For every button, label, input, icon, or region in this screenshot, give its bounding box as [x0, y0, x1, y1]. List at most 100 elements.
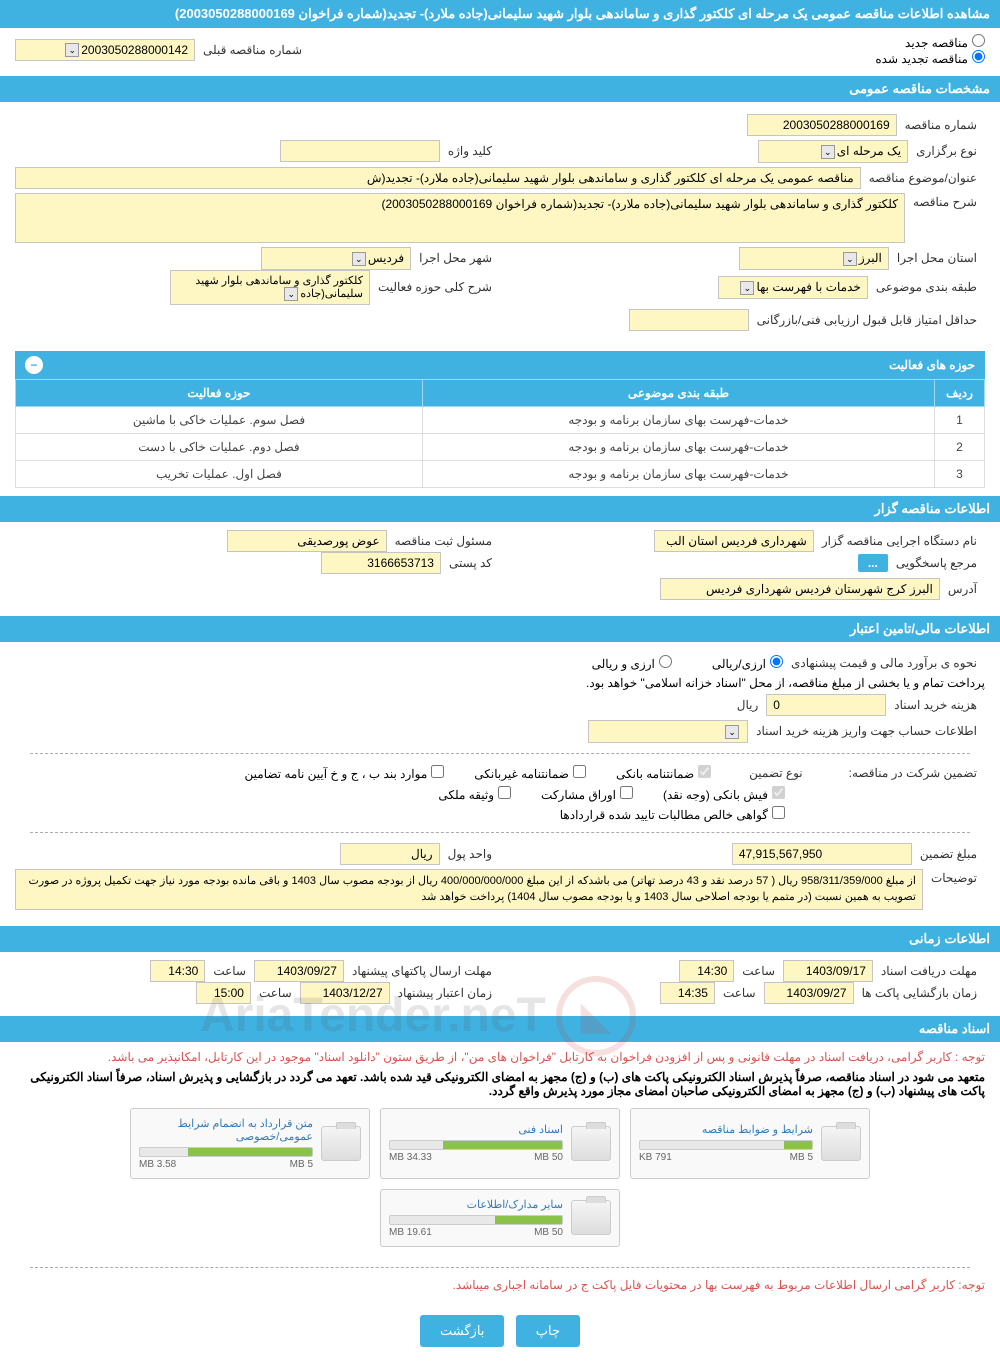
guarantee-type-label: نوع تضمین [741, 764, 810, 782]
postal-field: 3166653713 [321, 552, 441, 574]
receive-date: 1403/09/17 [783, 960, 873, 982]
activity-table: ردیف طبقه بندی موضوعی حوزه فعالیت 1خدمات… [15, 379, 985, 488]
radio-renewed[interactable]: مناقصه تجدید شده [875, 52, 985, 66]
cb-bank-guarantee[interactable]: ضمانتنامه بانکی [616, 765, 711, 781]
chevron-down-icon: ⌄ [284, 287, 298, 301]
file-used: 19.61 MB [389, 1227, 432, 1238]
scope-field[interactable]: کلکتور گذاری و ساماندهی بلوار شهید سلیما… [170, 270, 370, 305]
cb-property[interactable]: وثیقه ملکی [438, 786, 511, 802]
chevron-down-icon: ⌄ [740, 281, 754, 295]
progress-bar [139, 1147, 313, 1157]
receive-label: مهلت دریافت اسناد [873, 962, 985, 980]
payment-note: پرداخت تمام و یا بخشی از مبلغ مناقصه، از… [586, 676, 985, 690]
file-total: 5 MB [290, 1159, 313, 1170]
button-bar: چاپ بازگشت [0, 1300, 1000, 1362]
notes-field: از مبلغ 958/311/359/000 ریال ( 57 درصد ن… [15, 869, 923, 910]
documents-content: توجه : کاربر گرامی، دریافت اسناد در مهلت… [0, 1042, 1000, 1300]
collapse-icon[interactable]: − [25, 356, 43, 374]
back-button[interactable]: بازگشت [420, 1315, 504, 1347]
cb-nonbank[interactable]: ضمانتنامه غیربانکی [474, 765, 586, 781]
chevron-down-icon: ⌄ [352, 252, 366, 266]
radio-new[interactable]: مناقصه جدید [905, 36, 985, 50]
number-label: شماره مناقصه [897, 116, 985, 134]
section-timing: اطلاعات زمانی [0, 926, 1000, 952]
tender-mode-row: مناقصه جدید مناقصه تجدید شده شماره مناقص… [0, 28, 1000, 72]
postal-label: کد پستی [441, 554, 500, 572]
send-time: 14:30 [150, 960, 205, 982]
open-label: زمان بازگشایی پاکت ها [854, 984, 985, 1002]
desc-label: شرح مناقصه [905, 193, 985, 211]
file-total: 5 MB [790, 1152, 813, 1163]
title-label: عنوان/موضوع مناقصه [861, 169, 985, 187]
progress-bar [639, 1140, 813, 1150]
guarantee-amount-label: مبلغ تضمین [912, 845, 985, 863]
desc-field[interactable]: کلکتور گذاری و ساماندهی بلوار شهید سلیما… [15, 193, 905, 243]
open-time: 14:35 [660, 982, 715, 1004]
chevron-down-icon: ⌄ [843, 252, 857, 266]
validity-label: زمان اعتبار پیشنهاد [390, 984, 500, 1002]
send-date: 1403/09/27 [254, 960, 344, 982]
cb-participation[interactable]: اوراق مشارکت [541, 786, 633, 802]
holder-content: نام دستگاه اجرایی مناقصه گزار شهرداری فر… [0, 522, 1000, 612]
guarantee-amount-field: 47,915,567,950 [732, 843, 912, 865]
scope-label: شرح کلی حوزه فعالیت [370, 278, 500, 296]
org-label: نام دستگاه اجرایی مناقصه گزار [814, 532, 985, 550]
cb-bonds[interactable]: موارد بند ب ، ج و خ آیین نامه تضامین [245, 765, 445, 781]
receive-time: 14:30 [679, 960, 734, 982]
col-category: طبقه بندی موضوعی [422, 379, 934, 406]
city-field[interactable]: فردیس⌄ [261, 247, 411, 270]
city-label: شهر محل اجرا [411, 249, 500, 267]
general-content: شماره مناقصه 2003050288000169 نوع برگزار… [0, 102, 1000, 343]
progress-bar [389, 1140, 563, 1150]
chevron-down-icon: ⌄ [821, 145, 835, 159]
col-row: ردیف [935, 379, 985, 406]
cb-claims[interactable]: گواهی خالص مطالبات تایید شده قراردادها [560, 806, 785, 822]
keyword-field[interactable] [280, 140, 440, 162]
registrar-field: عوض پورصدیقی [227, 530, 387, 552]
timing-content: مهلت دریافت اسناد 1403/09/17 ساعت 14:30 … [0, 952, 1000, 1012]
file-card[interactable]: سایر مدارک/اطلاعات 50 MB19.61 MB [380, 1189, 620, 1247]
account-info-field[interactable]: ⌄ [588, 720, 748, 743]
prev-number-label: شماره مناقصه قبلی [195, 41, 310, 59]
guarantee-section-label: تضمین شرکت در مناقصه: [841, 764, 985, 782]
section-financial: اطلاعات مالی/تامین اعتبار [0, 616, 1000, 642]
notice1: توجه : کاربر گرامی، دریافت اسناد در مهلت… [15, 1050, 985, 1064]
registrar-label: مسئول ثبت مناقصه [387, 532, 500, 550]
radio-currency[interactable]: ارزی/ریالی [712, 655, 783, 671]
col-scope: حوزه فعالیت [16, 379, 423, 406]
file-card[interactable]: شرایط و ضوابط مناقصه 5 MB791 KB [630, 1108, 870, 1179]
address-label: آدرس [940, 580, 985, 598]
org-field: شهرداری فردیس استان الب [654, 530, 814, 552]
page-title: مشاهده اطلاعات مناقصه عمومی یک مرحله ای … [175, 6, 990, 21]
chevron-down-icon: ⌄ [725, 725, 739, 739]
province-field[interactable]: البرز⌄ [739, 247, 889, 270]
file-card[interactable]: متن قرارداد به انضمام شرایط عمومی/خصوصی … [130, 1108, 370, 1179]
print-button[interactable]: چاپ [516, 1315, 580, 1347]
category-field[interactable]: خدمات با فهرست بها⌄ [718, 276, 868, 299]
validity-date: 1403/12/27 [300, 982, 390, 1004]
file-title: اسناد فنی [389, 1123, 563, 1136]
financial-content: نحوه ی برآورد مالی و قیمت پیشنهادی ارزی/… [0, 642, 1000, 922]
file-title: شرایط و ضوابط مناقصه [639, 1123, 813, 1136]
file-total: 50 MB [534, 1152, 563, 1163]
prev-number-field[interactable]: 2003050288000142⌄ [15, 39, 195, 62]
cb-bank-receipt[interactable]: فیش بانکی (وجه نقد) [663, 786, 785, 802]
file-card[interactable]: اسناد فنی 50 MB 34.33 MB [380, 1108, 620, 1179]
radio-both[interactable]: ارزی و ریالی [592, 655, 672, 671]
minscore-field[interactable] [629, 309, 749, 331]
table-row: 1خدمات-فهرست بهای سازمان برنامه و بودجهف… [16, 406, 985, 433]
purchase-cost-field[interactable]: 0 [766, 694, 886, 716]
activity-header: حوزه های فعالیت − [15, 351, 985, 379]
table-row: 2خدمات-فهرست بهای سازمان برنامه و بودجهف… [16, 433, 985, 460]
type-field[interactable]: یک مرحله ای⌄ [758, 140, 908, 163]
category-label: طبقه بندی موضوعی [868, 278, 985, 296]
title-field[interactable]: مناقصه عمومی یک مرحله ای کلکتور گذاری و … [15, 167, 861, 189]
ellipsis-button[interactable]: ... [858, 554, 888, 572]
file-used: 3.58 MB [139, 1159, 176, 1170]
table-row: 3خدمات-فهرست بهای سازمان برنامه و بودجهف… [16, 460, 985, 487]
file-used: 34.33 MB [389, 1152, 432, 1163]
purchase-cost-label: هزینه خرید اسناد [886, 696, 985, 714]
notice2: متعهد می شود در اسناد مناقصه، صرفاً پذیر… [15, 1070, 985, 1098]
currency-unit-field: ریال [340, 843, 440, 865]
page-title-bar: مشاهده اطلاعات مناقصه عمومی یک مرحله ای … [0, 0, 1000, 28]
